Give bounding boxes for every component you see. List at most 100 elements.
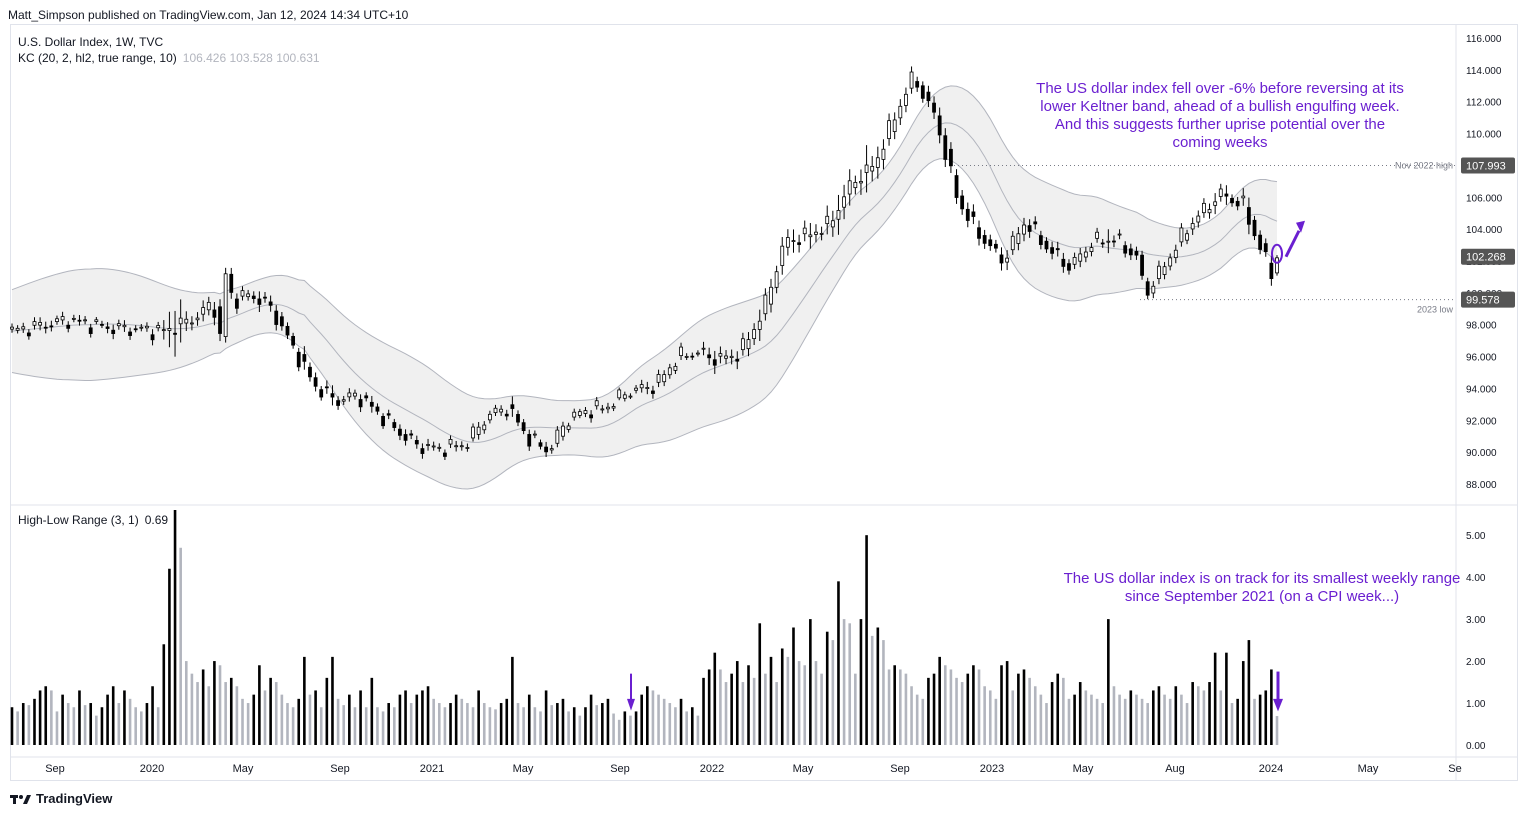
brand-footer[interactable]: TradingView — [10, 791, 112, 806]
candle-body — [1061, 258, 1066, 267]
time-tick-label: Sep — [610, 763, 630, 775]
range-bar — [983, 686, 986, 745]
range-bar — [556, 703, 559, 745]
range-bar — [1275, 716, 1279, 745]
range-bar — [55, 711, 59, 745]
range-bar — [972, 665, 975, 745]
hlr-label[interactable]: High-Low Range (3, 1) — [18, 513, 139, 527]
candle-body — [218, 306, 222, 334]
candle-body — [802, 227, 807, 235]
price-tag — [1461, 291, 1515, 308]
range-bar — [629, 715, 632, 745]
range-bar — [988, 690, 992, 745]
range-bar — [78, 690, 81, 745]
range-bar — [668, 703, 672, 745]
range-bar — [730, 673, 733, 745]
candle-body — [960, 195, 965, 210]
range-bar — [1213, 652, 1217, 745]
candle-body — [746, 339, 751, 350]
range-bar — [494, 709, 497, 745]
candle-body — [111, 329, 116, 334]
candle-body — [577, 411, 582, 416]
candle-body — [1106, 240, 1111, 243]
candle-body — [639, 384, 644, 389]
range-bar — [258, 665, 261, 745]
range-bar — [1247, 640, 1251, 745]
price-tick-label: 98.000 — [1466, 321, 1497, 332]
candle-body — [707, 354, 712, 359]
range-bar — [780, 648, 784, 745]
range-bar — [887, 669, 891, 745]
time-tick-label: Sep — [890, 763, 910, 775]
candle-body — [847, 180, 852, 195]
candle-body — [476, 426, 481, 435]
range-bar — [359, 690, 362, 745]
candle-body — [448, 439, 453, 445]
price-tick-label: 96.000 — [1466, 353, 1497, 364]
candle-body — [375, 406, 380, 412]
candle-body — [251, 295, 256, 299]
time-tick-label: Sep — [45, 763, 65, 775]
range-bar — [106, 694, 109, 745]
candle-body — [808, 234, 813, 238]
range-bar — [955, 677, 958, 745]
candle-body — [510, 404, 515, 409]
candle-body — [459, 445, 464, 448]
candle-body — [949, 148, 953, 167]
candle-body — [471, 426, 475, 439]
candle-body — [26, 332, 31, 337]
candle-body — [718, 353, 723, 357]
range-bar — [994, 698, 998, 745]
range-bar — [859, 619, 863, 745]
range-bar — [617, 719, 621, 745]
range-tick-label: 4.00 — [1466, 573, 1486, 584]
range-tick-label: 0.00 — [1466, 741, 1486, 752]
range-bar — [1011, 690, 1015, 745]
range-bar — [578, 715, 582, 745]
candle-body — [555, 429, 560, 444]
candle-body — [875, 157, 880, 168]
range-bar — [33, 698, 36, 745]
candle-body — [712, 359, 717, 366]
symbol-title[interactable]: U.S. Dollar Index, 1W, TVC — [18, 35, 164, 49]
range-bar — [1258, 694, 1262, 745]
candle-body — [830, 220, 835, 228]
candle-body — [1022, 224, 1026, 235]
candle-body — [313, 377, 318, 387]
candle-body — [504, 413, 509, 417]
reversal-circle-marker — [1271, 243, 1283, 264]
candle-body — [611, 406, 616, 409]
kc-label[interactable]: KC (20, 2, hl2, true range, 10) — [18, 51, 177, 65]
range-bar — [1129, 690, 1133, 745]
range-bar — [511, 656, 514, 745]
range-bar — [735, 661, 739, 745]
range-bar — [567, 711, 570, 745]
candle-body — [1246, 207, 1251, 225]
keltner-lower-band — [11, 158, 1278, 490]
candle-body — [690, 355, 695, 358]
range-bar — [1112, 686, 1116, 745]
candle-body — [324, 386, 329, 389]
candle-body — [1145, 281, 1150, 296]
candle-body — [32, 321, 37, 326]
range-bar — [398, 694, 402, 745]
candle-body — [859, 181, 863, 184]
range-bar — [184, 661, 188, 745]
range-bar — [825, 631, 829, 745]
time-tick-label: 2022 — [700, 763, 724, 775]
candle-body — [336, 400, 340, 406]
candle-body — [431, 445, 436, 448]
candle-body — [499, 408, 504, 413]
range-bar — [865, 535, 868, 745]
range-bar — [16, 711, 19, 745]
candle-body — [71, 317, 76, 320]
candle-body — [1050, 247, 1055, 254]
candle-body — [364, 395, 369, 399]
range-bar — [1095, 698, 1099, 745]
range-bar — [1196, 686, 1200, 745]
candle-body — [645, 387, 650, 390]
range-bar — [612, 713, 615, 745]
time-tick-label: 2020 — [140, 763, 164, 775]
candle-body — [257, 298, 262, 305]
